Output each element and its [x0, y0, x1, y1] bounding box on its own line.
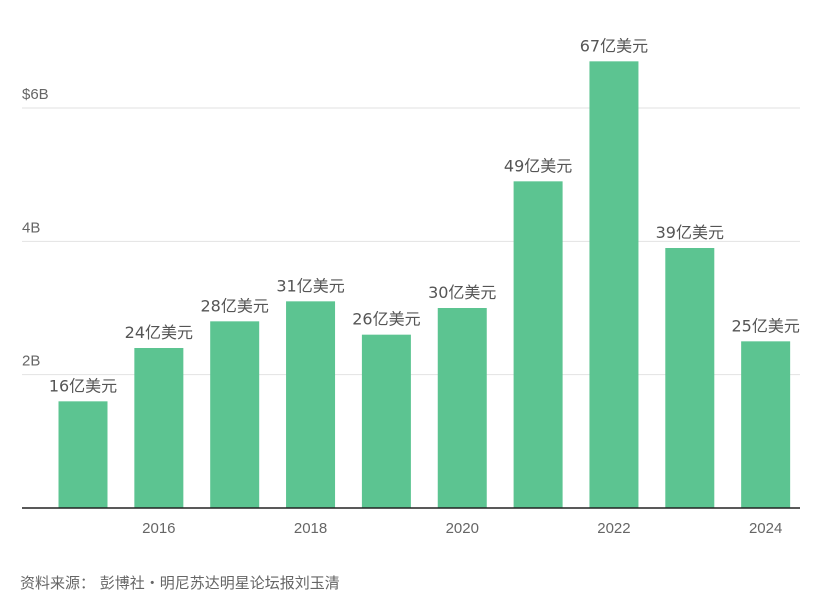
x-tick-label: 2018	[294, 520, 327, 537]
y-tick-label: 2B	[22, 353, 40, 370]
bar-2018	[286, 301, 336, 508]
bar-2016	[134, 348, 184, 508]
data-labels: 16亿美元 24亿美元 28亿美元 31亿美元 26亿美元 30亿美元 49亿美元 67亿美元…	[49, 36, 800, 395]
data-label: 39亿美元	[656, 223, 724, 242]
data-label: 49亿美元	[504, 156, 572, 175]
x-axis-ticks: 2016 2018 2020 2022 2024	[142, 520, 782, 537]
data-label: 30亿美元	[428, 283, 496, 302]
bar-2022	[589, 61, 639, 508]
data-label: 67亿美元	[580, 36, 648, 55]
data-label: 25亿美元	[731, 316, 799, 335]
x-tick-label: 2020	[446, 520, 479, 537]
bar-2023	[665, 248, 715, 508]
bar-2020	[437, 308, 487, 508]
data-label: 26亿美元	[352, 310, 420, 329]
y-axis-ticks: 2B 4B $6B	[22, 86, 49, 370]
bar-2021	[513, 181, 563, 509]
bar-2015	[58, 401, 108, 508]
data-label: 31亿美元	[276, 276, 344, 295]
x-tick-label: 2016	[142, 520, 175, 537]
source-note: 资料来源： 彭博社・明尼苏达明星论坛报刘玉清	[20, 574, 340, 592]
x-tick-label: 2022	[597, 520, 630, 537]
bar-chart: 2B 4B $6B 16亿美元 24亿美元 28亿美元 31亿美元 26亿美元 30亿美元 49…	[22, 36, 800, 537]
data-label: 16亿美元	[49, 376, 117, 395]
bar-2017	[210, 321, 260, 508]
bar-2019	[361, 334, 411, 508]
data-label: 24亿美元	[125, 323, 193, 342]
chart: 2B 4B $6B 16亿美元 24亿美元 28亿美元 31亿美元 26亿美元 30亿美元 49…	[22, 36, 800, 537]
y-tick-label: $6B	[22, 86, 49, 103]
bars	[58, 61, 791, 509]
y-tick-label: 4B	[22, 219, 40, 236]
data-label: 28亿美元	[201, 296, 269, 315]
x-tick-label: 2024	[749, 520, 782, 537]
bar-2024	[741, 341, 791, 508]
